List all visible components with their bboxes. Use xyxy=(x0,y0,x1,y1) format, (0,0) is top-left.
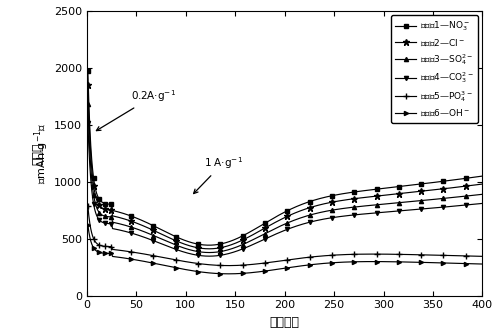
实施例1—NO$_3^-$ xyxy=(424,181,430,185)
实施例3—SO$_4^{2-}$ xyxy=(99,213,105,217)
实施例4—CO$_3^{2-}$ xyxy=(376,211,382,215)
实施例4—CO$_3^{2-}$ xyxy=(106,222,112,226)
实施例4—CO$_3^{2-}$ xyxy=(85,121,91,125)
实施例2—Cl$^-$ xyxy=(206,247,212,251)
实施例1—NO$_3^-$ xyxy=(376,187,382,191)
实施例6—OH$^-$ xyxy=(99,251,105,255)
实施例3—SO$_4^{2-}$ xyxy=(160,238,166,242)
实施例1—NO$_3^-$ xyxy=(206,243,212,247)
实施例5—PO$_4^{3-}$ xyxy=(226,263,232,267)
X-axis label: 循环圈数: 循环圈数 xyxy=(270,316,300,329)
实施例3—SO$_4^{2-}$ xyxy=(424,198,430,202)
实施例5—PO$_4^{3-}$ xyxy=(85,204,91,208)
实施例6—OH$^-$ xyxy=(226,272,232,276)
实施例1—NO$_3^-$ xyxy=(160,229,166,233)
实施例6—OH$^-$ xyxy=(256,270,262,274)
Line: 实施例6—OH$^-$: 实施例6—OH$^-$ xyxy=(86,223,484,276)
实施例2—Cl$^-$ xyxy=(424,188,430,193)
Line: 实施例3—SO$_4^{2-}$: 实施例3—SO$_4^{2-}$ xyxy=(86,102,484,255)
实施例3—SO$_4^{2-}$ xyxy=(206,251,212,255)
实施例4—CO$_3^{2-}$ xyxy=(480,201,486,205)
Text: 比容量: 比容量 xyxy=(31,142,44,165)
实施例1—NO$_3^-$ xyxy=(256,225,262,229)
实施例5—PO$_4^{3-}$ xyxy=(256,262,262,266)
实施例1—NO$_3^-$ xyxy=(85,69,91,73)
实施例6—OH$^-$ xyxy=(424,260,430,264)
Line: 实施例2—Cl$^-$: 实施例2—Cl$^-$ xyxy=(84,82,485,252)
实施例5—PO$_4^{3-}$ xyxy=(106,245,112,249)
实施例2—Cl$^-$ xyxy=(99,206,105,210)
实施例6—OH$^-$ xyxy=(85,223,91,227)
实施例2—Cl$^-$ xyxy=(106,208,112,212)
Line: 实施例1—NO$_3^-$: 实施例1—NO$_3^-$ xyxy=(86,69,484,247)
Text: 0.2A·g$^{-1}$: 0.2A·g$^{-1}$ xyxy=(96,88,176,131)
实施例2—Cl$^-$ xyxy=(160,233,166,237)
实施例1—NO$_3^-$ xyxy=(106,202,112,206)
实施例4—CO$_3^{2-}$ xyxy=(424,207,430,211)
实施例4—CO$_3^{2-}$ xyxy=(206,254,212,258)
实施例3—SO$_4^{2-}$ xyxy=(376,203,382,207)
实施例4—CO$_3^{2-}$ xyxy=(160,243,166,247)
实施例2—Cl$^-$ xyxy=(85,83,91,87)
实施例4—CO$_3^{2-}$ xyxy=(256,240,262,244)
实施例2—Cl$^-$ xyxy=(480,182,486,186)
实施例5—PO$_4^{3-}$ xyxy=(99,244,105,248)
Text: 1 A·g$^{-1}$: 1 A·g$^{-1}$ xyxy=(194,155,242,194)
Legend: 实施例1—NO$_3^-$, 实施例2—Cl$^-$, 实施例3—SO$_4^{2-}$, 实施例4—CO$_3^{2-}$, 实施例5—PO$_4^{3-}$: 实施例1—NO$_3^-$, 实施例2—Cl$^-$, 实施例3—SO$_4^{… xyxy=(391,15,478,123)
实施例5—PO$_4^{3-}$ xyxy=(480,254,486,258)
实施例4—CO$_3^{2-}$ xyxy=(99,220,105,224)
实施例6—OH$^-$ xyxy=(376,260,382,264)
Line: 实施例5—PO$_4^{3-}$: 实施例5—PO$_4^{3-}$ xyxy=(84,203,485,269)
实施例3—SO$_4^{2-}$ xyxy=(85,102,91,106)
实施例2—Cl$^-$ xyxy=(376,194,382,198)
实施例3—SO$_4^{2-}$ xyxy=(480,192,486,196)
实施例3—SO$_4^{2-}$ xyxy=(256,235,262,239)
实施例6—OH$^-$ xyxy=(106,251,112,255)
实施例5—PO$_4^{3-}$ xyxy=(160,256,166,260)
Y-axis label: （mAh·g$^{-1}$）: （mAh·g$^{-1}$） xyxy=(32,123,51,184)
实施例6—OH$^-$ xyxy=(480,262,486,266)
实施例2—Cl$^-$ xyxy=(256,229,262,234)
Line: 实施例4—CO$_3^{2-}$: 实施例4—CO$_3^{2-}$ xyxy=(86,121,484,258)
实施例1—NO$_3^-$ xyxy=(480,174,486,178)
实施例1—NO$_3^-$ xyxy=(99,200,105,204)
实施例6—OH$^-$ xyxy=(160,263,166,267)
实施例5—PO$_4^{3-}$ xyxy=(424,253,430,257)
实施例5—PO$_4^{3-}$ xyxy=(376,252,382,256)
实施例3—SO$_4^{2-}$ xyxy=(106,215,112,219)
